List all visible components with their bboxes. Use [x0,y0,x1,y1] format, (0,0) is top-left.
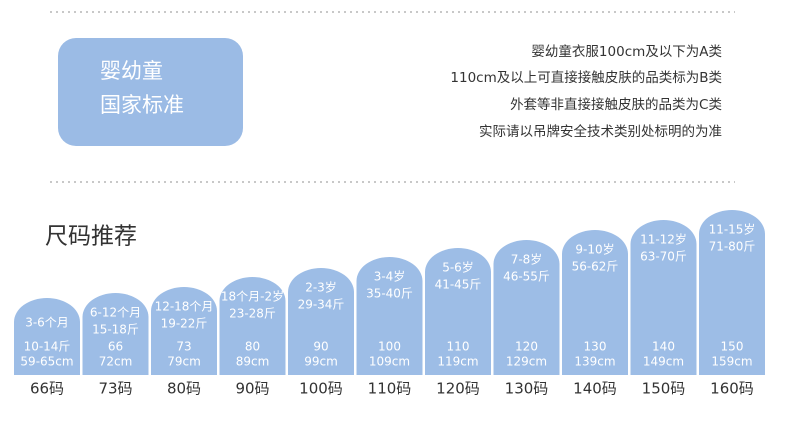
column-text: 35-40斤 [366,287,413,301]
column-text: 72cm [99,355,133,369]
note: 外套等非直接接触皮肤的品类为C类 [510,96,722,113]
size-column [562,230,628,375]
column-text: 109cm [369,355,410,369]
column-text: 41-45斤 [435,278,482,292]
badge-line: 婴幼童 [100,59,163,83]
column-text: 5-6岁 [442,260,474,275]
size-column [219,277,286,375]
column-text: 3-4岁 [374,269,406,284]
column-text: 71-80斤 [709,240,756,254]
badge [58,38,243,146]
column-text: 11-15岁 [709,222,756,237]
column-text: 119cm [437,355,478,369]
note: 110cm及以上可直接接触皮肤的品类标为B类 [450,69,722,86]
size-label: 110码 [368,380,412,398]
column-text: 100 [378,340,401,354]
column-text: 15-18斤 [92,323,139,337]
size-column [14,298,80,375]
column-text: 18个月-2岁 [221,289,284,304]
column-text: 12-18个月 [155,300,214,314]
column-text: 19-22斤 [161,317,208,331]
size-label: 73码 [98,380,132,398]
badge-line: 国家标准 [100,93,184,117]
column-text: 66 [108,340,123,354]
size-label: 100码 [299,380,343,398]
size-label: 130码 [505,380,549,398]
column-text: 150 [721,340,744,354]
column-text: 140 [652,340,675,354]
column-text: 73 [176,340,191,354]
column-text: 120 [515,340,538,354]
column-text: 9-10岁 [575,242,614,257]
column-text: 10-14斤 [24,340,71,354]
size-column [356,257,423,375]
column-text: 11-12岁 [640,232,687,247]
section-title: 尺码推荐 [45,224,137,250]
size-column [699,210,765,375]
column-text: 6-12个月 [90,306,141,320]
column-text: 130 [584,340,607,354]
size-column [288,268,354,375]
column-text: 23-28斤 [229,307,276,321]
size-label: 140码 [573,380,617,398]
size-label: 120码 [436,380,480,398]
column-text: 3-6个月 [25,316,69,330]
size-label: 66码 [30,380,64,398]
size-column [630,220,697,375]
column-text: 89cm [236,355,270,369]
size-column [425,248,491,375]
column-text: 90 [313,340,328,354]
size-label: 90码 [235,380,269,398]
column-text: 139cm [574,355,615,369]
size-column [151,287,217,375]
size-label: 160码 [710,380,754,398]
column-text: 2-3岁 [305,280,337,295]
column-text: 59-65cm [20,355,73,369]
column-text: 99cm [304,355,338,369]
column-text: 46-55斤 [503,270,550,284]
size-label: 150码 [642,380,686,398]
size-column [82,293,149,375]
note: 实际请以吊牌安全技术类别处标明的为准 [479,123,722,140]
column-text: 129cm [506,355,547,369]
size-column [493,240,560,375]
column-text: 63-70斤 [640,250,687,264]
note: 婴幼童衣服100cm及以下为A类 [531,43,722,60]
column-text: 7-8岁 [511,252,543,267]
column-text: 79cm [167,355,201,369]
column-text: 110 [447,340,470,354]
column-text: 159cm [711,355,752,369]
column-text: 56-62斤 [572,260,619,274]
column-text: 80 [245,340,260,354]
column-text: 149cm [643,355,684,369]
column-text: 29-34斤 [298,298,345,312]
size-label: 80码 [167,380,201,398]
